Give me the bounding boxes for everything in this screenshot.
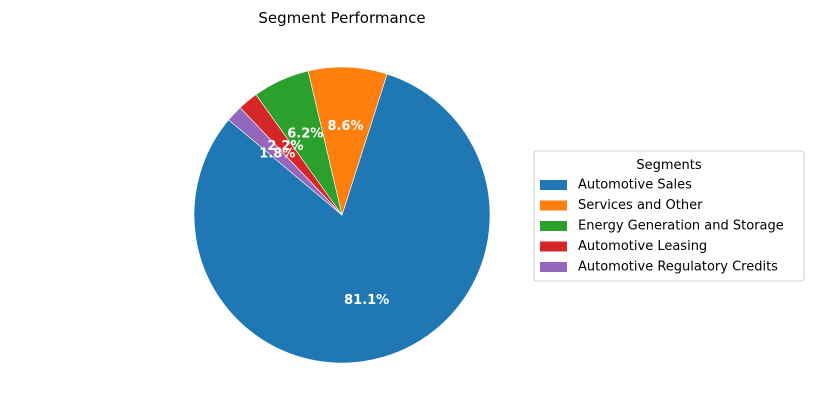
pie-percent-label: 81.1% [344,293,389,308]
pie-slice [193,73,491,364]
legend-items: Automotive Sales Services and Other Energy… [540,178,784,275]
pie-slices [193,66,491,364]
legend-label: Services and Other [578,198,703,213]
chart-title: Segment Performance [258,9,425,27]
legend-label: Automotive Leasing [578,239,707,254]
legend-swatch [540,262,567,272]
legend-frame [533,150,805,282]
legend-label: Automotive Regulatory Credits [578,260,778,275]
pie-slice [228,107,343,216]
pie-percent-label: 1.8% [259,147,295,162]
pie-percent-label: 8.6% [327,119,363,134]
legend-swatch [540,180,567,190]
legend-swatch [540,221,567,231]
pie-percent-labels: 81.1% 8.6% 6.2%2.2%1.8% [259,119,389,308]
legend-swatch [540,200,567,211]
legend-label: Automotive Sales [578,178,692,193]
legend-swatch [540,241,567,252]
legend-title: Segments [636,158,702,173]
pie-percent-label: 2.2% [267,139,303,154]
legend-label: Energy Generation and Storage [578,219,784,234]
pie-percent-label: 6.2% [287,127,323,142]
legend: Segments Automotive Sales Services and Ot… [533,150,805,282]
